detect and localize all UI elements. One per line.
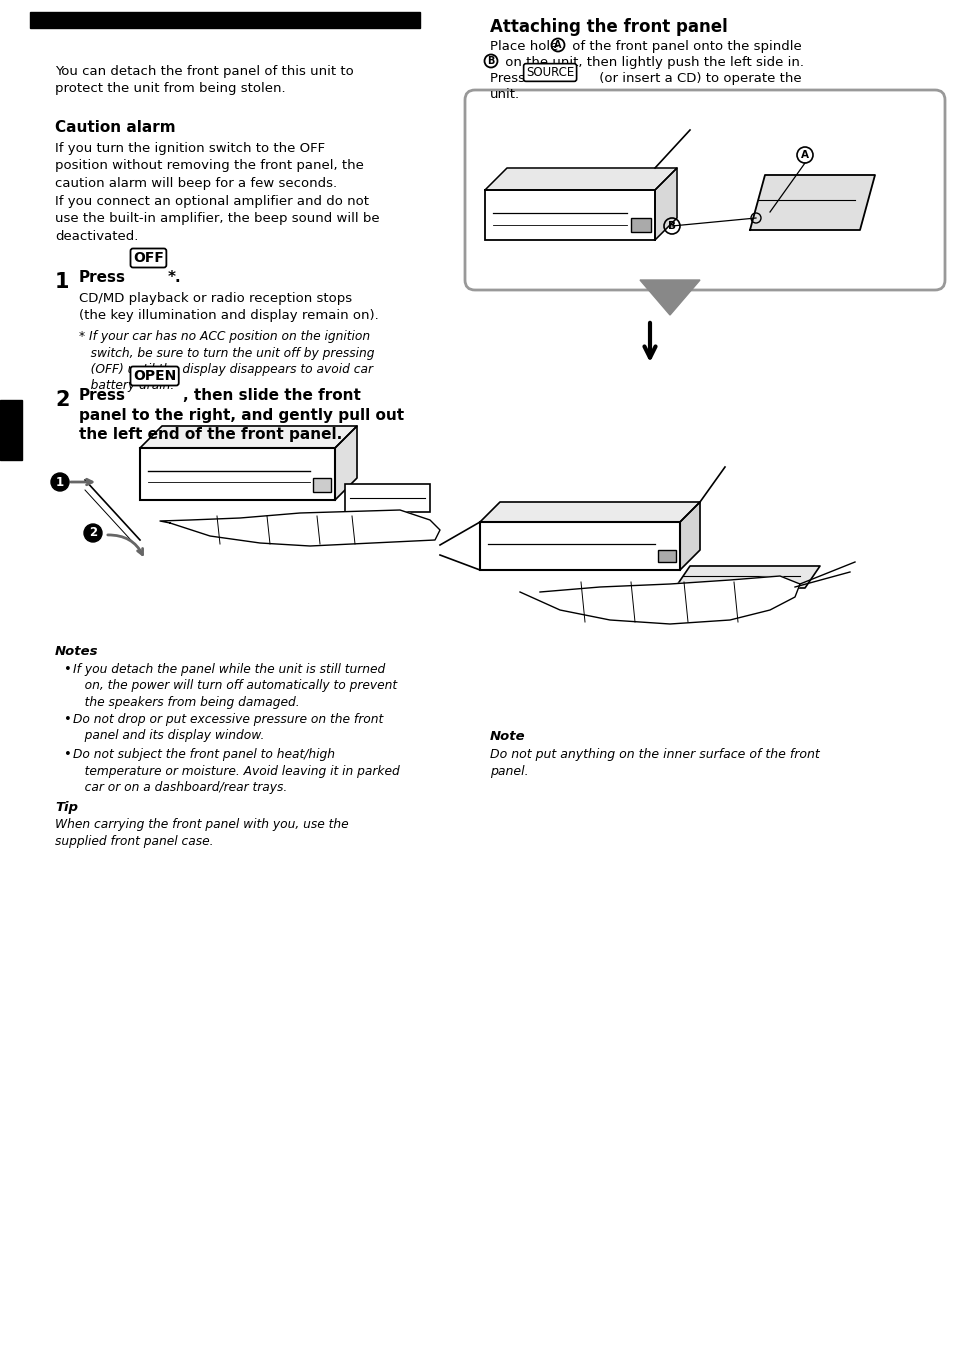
Text: Tip: Tip [55, 800, 78, 814]
Text: CD/MD playback or radio reception stops
(the key illumination and display remain: CD/MD playback or radio reception stops … [79, 292, 378, 322]
Text: •: • [63, 713, 71, 726]
Text: You can detach the front panel of this unit to
protect the unit from being stole: You can detach the front panel of this u… [55, 65, 354, 95]
Text: on the unit, then lightly push the left side in.: on the unit, then lightly push the left … [500, 55, 803, 69]
FancyBboxPatch shape [464, 91, 944, 289]
Text: B: B [667, 220, 676, 231]
Text: Do not subject the front panel to heat/high
   temperature or moisture. Avoid le: Do not subject the front panel to heat/h… [73, 748, 399, 794]
Text: Note: Note [490, 730, 525, 744]
Polygon shape [140, 426, 356, 448]
Polygon shape [679, 502, 700, 571]
Polygon shape [160, 510, 439, 546]
Text: Do not drop or put excessive pressure on the front
   panel and its display wind: Do not drop or put excessive pressure on… [73, 713, 383, 742]
Text: A: A [801, 150, 808, 160]
Text: Notes: Notes [55, 645, 98, 658]
Text: •: • [63, 748, 71, 761]
Text: * If your car has no ACC position on the ignition
   switch, be sure to turn the: * If your car has no ACC position on the… [79, 330, 375, 392]
Text: 1: 1 [56, 476, 64, 488]
Text: Attaching the front panel: Attaching the front panel [490, 18, 727, 37]
Polygon shape [639, 280, 700, 315]
Bar [345, 484, 430, 512]
Text: When carrying the front panel with you, use the
supplied front panel case.: When carrying the front panel with you, … [55, 818, 348, 848]
Bar [479, 522, 679, 571]
Circle shape [51, 473, 69, 491]
Text: Press: Press [79, 270, 126, 285]
Bar [630, 218, 650, 233]
Bar [484, 191, 655, 241]
Circle shape [84, 525, 102, 542]
Polygon shape [655, 168, 677, 241]
Polygon shape [749, 174, 874, 230]
Text: (or insert a CD) to operate the: (or insert a CD) to operate the [595, 72, 801, 85]
Text: OPEN: OPEN [132, 369, 176, 383]
Bar [313, 479, 331, 492]
Text: of the front panel onto the spindle: of the front panel onto the spindle [567, 41, 801, 53]
Text: SOURCE: SOURCE [525, 66, 574, 78]
Text: 2: 2 [55, 389, 70, 410]
Text: B: B [487, 55, 495, 66]
Polygon shape [484, 168, 677, 191]
Bar [140, 448, 335, 500]
Text: Place hole: Place hole [490, 41, 562, 53]
Text: Press: Press [79, 388, 126, 403]
Polygon shape [519, 576, 800, 625]
Text: •: • [63, 662, 71, 676]
Text: *.: *. [168, 270, 181, 285]
Text: Do not put anything on the inner surface of the front
panel.: Do not put anything on the inner surface… [490, 748, 819, 777]
Text: OFF: OFF [132, 251, 164, 265]
Polygon shape [335, 426, 356, 500]
Polygon shape [479, 502, 700, 522]
Text: 2: 2 [89, 526, 97, 539]
Text: , then slide the front: , then slide the front [183, 388, 360, 403]
Bar [30, 12, 419, 28]
Text: unit.: unit. [490, 88, 519, 101]
Text: If you turn the ignition switch to the OFF
position without removing the front p: If you turn the ignition switch to the O… [55, 142, 379, 242]
Bar [0, 400, 22, 460]
Text: Caution alarm: Caution alarm [55, 120, 175, 135]
Text: A: A [554, 41, 561, 50]
Bar [658, 550, 676, 562]
Text: Press: Press [490, 72, 529, 85]
Text: panel to the right, and gently pull out: panel to the right, and gently pull out [79, 408, 404, 423]
Text: If you detach the panel while the unit is still turned
   on, the power will tur: If you detach the panel while the unit i… [73, 662, 396, 708]
Text: 1: 1 [55, 272, 70, 292]
Polygon shape [675, 566, 820, 588]
Text: the left end of the front panel.: the left end of the front panel. [79, 427, 342, 442]
